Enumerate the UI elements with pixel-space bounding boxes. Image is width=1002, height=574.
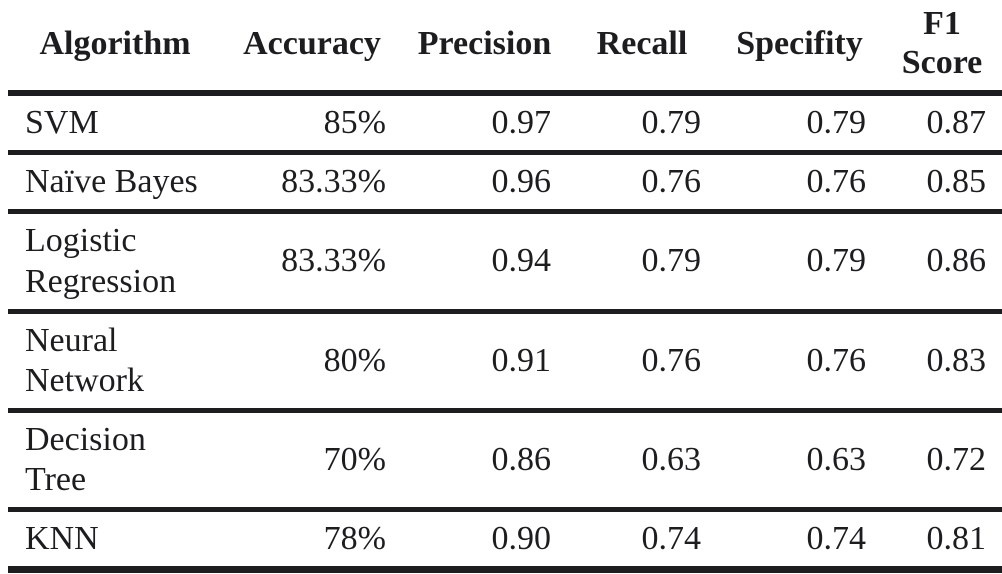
column-header-accuracy: Accuracy [243,24,381,62]
column-header-precision: Precision [417,24,552,62]
algorithm-cell: Decision Tree [25,420,146,498]
precision-cell: 0.97 [491,104,552,142]
recall-cell: 0.79 [641,242,702,280]
precision-cell: 0.90 [491,520,552,558]
recall-cell: 0.79 [641,104,702,142]
f1-score-cell: 0.81 [926,520,987,558]
accuracy-cell: 85% [323,104,386,142]
accuracy-cell: 80% [323,341,386,379]
specifity-cell: 0.76 [806,341,867,379]
column-header-algorithm: Algorithm [39,24,191,62]
algorithm-performance-table: Algorithm Accuracy Precision Recall Spec… [8,0,1002,573]
accuracy-cell: 83.33% [281,163,386,201]
specifity-cell: 0.76 [806,163,867,201]
specifity-cell: 0.79 [806,242,867,280]
precision-cell: 0.86 [491,440,552,478]
table-row-knn: KNN 78% 0.90 0.74 0.74 0.81 [8,510,1002,570]
algorithm-cell: Naïve Bayes [25,163,198,201]
accuracy-cell: 83.33% [281,242,386,280]
precision-cell: 0.91 [491,341,552,379]
algorithm-cell: Logistic Regression [25,222,177,300]
specifity-cell: 0.63 [806,440,867,478]
precision-cell: 0.94 [491,242,552,280]
column-header-f1-score: F1 Score [901,5,983,82]
recall-cell: 0.74 [641,520,702,558]
f1-score-cell: 0.72 [926,440,987,478]
accuracy-cell: 78% [323,520,386,558]
f1-score-cell: 0.86 [926,242,987,280]
column-header-recall: Recall [596,24,688,62]
table-row-svm: SVM 85% 0.97 0.79 0.79 0.87 [8,93,1002,153]
algorithm-cell: SVM [25,104,99,142]
column-header-specifity: Specifity [736,24,863,62]
table-row-neural-network: Neural Network 80% 0.91 0.76 0.76 0.83 [8,311,1002,411]
table-row-naive-bayes: Naïve Bayes 83.33% 0.96 0.76 0.76 0.85 [8,153,1002,212]
f1-score-cell: 0.83 [926,341,987,379]
specifity-cell: 0.74 [806,520,867,558]
table-row-decision-tree: Decision Tree 70% 0.86 0.63 0.63 0.72 [8,410,1002,510]
table-row-logistic-regression: Logistic Regression 83.33% 0.94 0.79 0.7… [8,212,1002,312]
f1-score-cell: 0.87 [926,104,987,142]
algorithm-cell: Neural Network [25,321,144,399]
recall-cell: 0.76 [641,163,702,201]
accuracy-cell: 70% [323,440,386,478]
specifity-cell: 0.79 [806,104,867,142]
f1-score-cell: 0.85 [926,163,987,201]
header-row: Algorithm Accuracy Precision Recall Spec… [8,0,1002,94]
recall-cell: 0.76 [641,341,702,379]
recall-cell: 0.63 [641,440,702,478]
precision-cell: 0.96 [491,163,552,201]
algorithm-cell: KNN [25,520,99,558]
